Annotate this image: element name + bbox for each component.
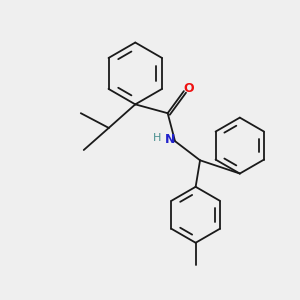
Text: N: N — [164, 133, 175, 146]
Text: H: H — [153, 133, 161, 143]
Text: O: O — [184, 82, 194, 95]
